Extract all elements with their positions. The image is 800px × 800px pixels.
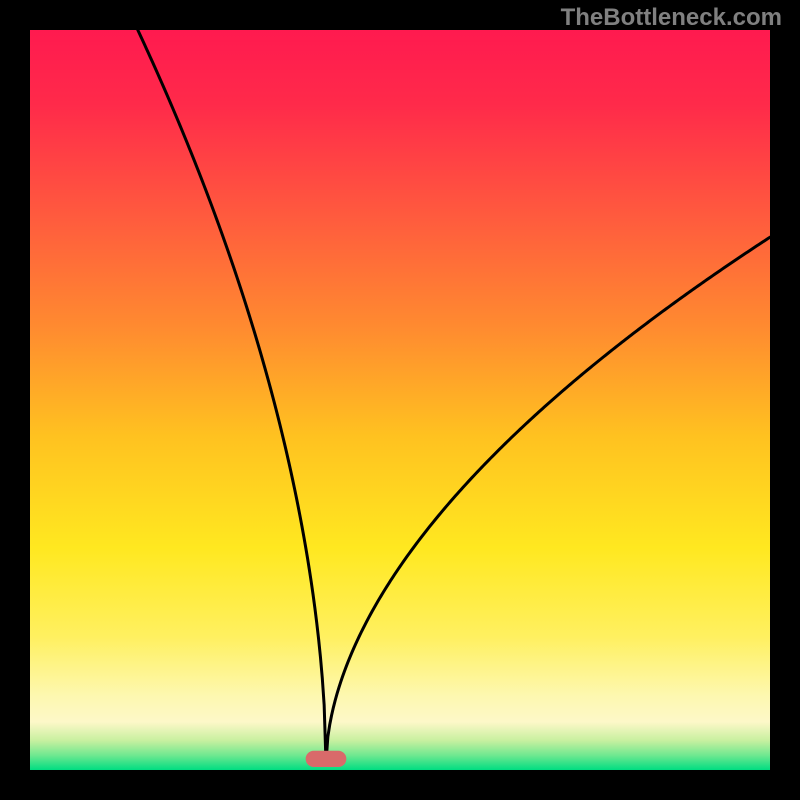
optimal-marker	[306, 751, 347, 767]
bottleneck-chart	[30, 30, 770, 770]
watermark-text: TheBottleneck.com	[561, 4, 782, 32]
chart-background	[30, 30, 770, 770]
chart-container: TheBottleneck.com	[0, 0, 800, 800]
